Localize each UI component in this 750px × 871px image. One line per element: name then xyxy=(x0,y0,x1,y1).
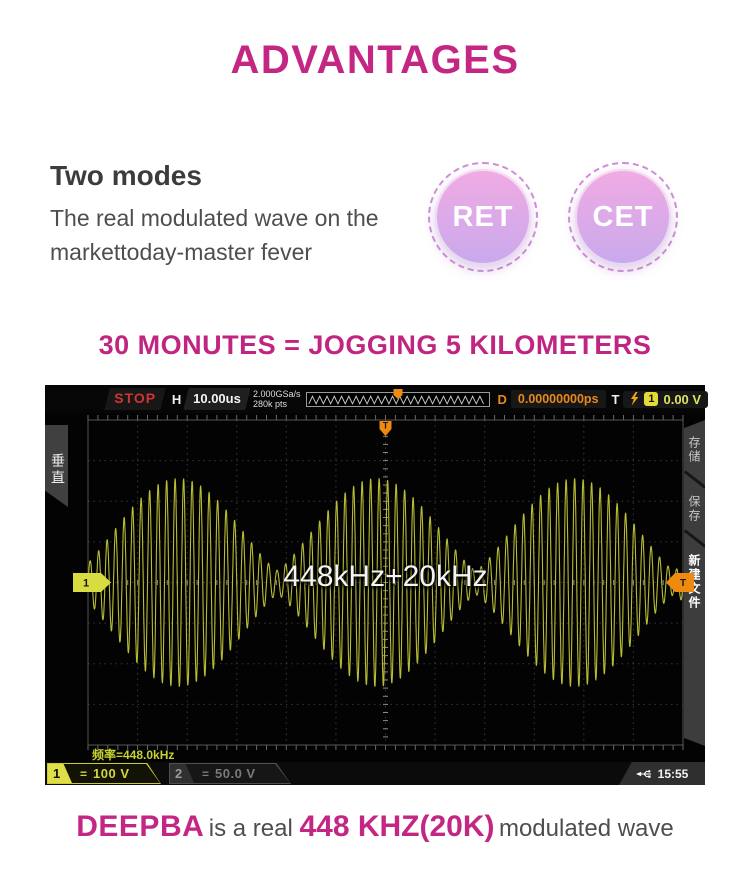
channel2-coupling-icon: = xyxy=(202,766,210,781)
channel2-button[interactable]: 2 = 50.0 V xyxy=(169,763,291,784)
run-state-indicator: STOP xyxy=(104,388,166,410)
delay-label: D xyxy=(497,391,507,407)
caption-mid: is a real xyxy=(208,815,293,842)
scope-display: 存储 保存 新建文件 T1T 垂直 448kHz+20kHz 频率=448.0k… xyxy=(45,413,705,762)
badge-cet-label: CET xyxy=(575,169,671,265)
svg-text:1: 1 xyxy=(83,578,89,590)
delay-readout[interactable]: 0.00000000ps xyxy=(510,390,606,408)
modes-heading: Two modes xyxy=(50,160,202,191)
bottom-caption: DEEPBA is a real 448 KHZ(20K) modulated … xyxy=(0,810,750,844)
oscilloscope-screenshot: STOP H 10.00us 2.000GSa/s 280k pts D 0.0… xyxy=(45,385,709,785)
waveform-overview-strip[interactable] xyxy=(305,388,490,407)
trigger-settings[interactable]: 1 0.00 V xyxy=(623,390,709,408)
scope-topbar: STOP H 10.00us 2.000GSa/s 280k pts D 0.0… xyxy=(45,385,709,413)
timebase-value: 10.00us xyxy=(193,391,242,406)
scope-graticule-and-waveform: T 1 T xyxy=(73,415,694,750)
trigger-label: T xyxy=(611,391,620,407)
channel1-content: 1 = 100 V xyxy=(48,764,160,783)
page-title: ADVANTAGES xyxy=(230,38,520,82)
modes-description: The real modulated wave on the markettod… xyxy=(50,205,379,265)
frequency-readout: 频率=448.0kHz xyxy=(92,748,175,762)
acquisition-info: 2.000GSa/s 280k pts xyxy=(253,389,301,409)
overview-zigzag xyxy=(307,394,484,405)
overview-trigger-flag-icon xyxy=(393,388,402,399)
channel1-coupling-icon: = xyxy=(80,766,88,781)
claim-heading: 30 MONUTES = JOGGING 5 KILOMETERS xyxy=(98,330,652,360)
sample-rate: 2.000GSa/s xyxy=(252,389,301,399)
trigger-source-badge: 1 xyxy=(644,392,659,406)
svg-text:T: T xyxy=(383,421,389,431)
channel1-number: 1 xyxy=(48,764,72,783)
caption-brand: DEEPBA xyxy=(76,810,205,843)
run-state-text: STOP xyxy=(114,390,157,406)
menu-item-storage[interactable]: 存储 xyxy=(687,436,701,464)
horizontal-label: H xyxy=(171,391,182,407)
memory-depth: 280k pts xyxy=(252,399,287,409)
channel2-content: 2 = 50.0 V xyxy=(170,764,290,783)
vertical-tab[interactable]: 垂直 xyxy=(45,425,68,507)
channel2-number: 2 xyxy=(170,764,194,783)
caption-tail: modulated wave xyxy=(498,815,674,842)
status-clock: 15:55 xyxy=(619,762,705,785)
svg-text:T: T xyxy=(680,578,686,589)
menu-item-save[interactable]: 保存 xyxy=(687,495,701,523)
channel1-button[interactable]: 1 = 100 V xyxy=(47,763,161,784)
scope-bottombar: 1 = 100 V 2 = 50.0 V 15:55 xyxy=(45,762,705,785)
trigger-level-readout: 0.00 V xyxy=(663,391,702,407)
channel2-scale: 50.0 V xyxy=(215,766,256,781)
trigger-edge-icon xyxy=(631,392,639,406)
channel1-scale: 100 V xyxy=(93,766,130,781)
caption-highlight: 448 KHZ(20K) xyxy=(299,810,495,843)
badge-ret-label: RET xyxy=(435,169,531,265)
wave-frequency-label: 448kHz+20kHz xyxy=(283,560,488,593)
timebase-readout[interactable]: 10.00us xyxy=(183,388,251,410)
badge-ret: RET xyxy=(428,162,538,272)
clock-text: 15:55 xyxy=(657,766,689,781)
badge-cet: CET xyxy=(568,162,678,272)
usb-icon xyxy=(635,769,651,778)
